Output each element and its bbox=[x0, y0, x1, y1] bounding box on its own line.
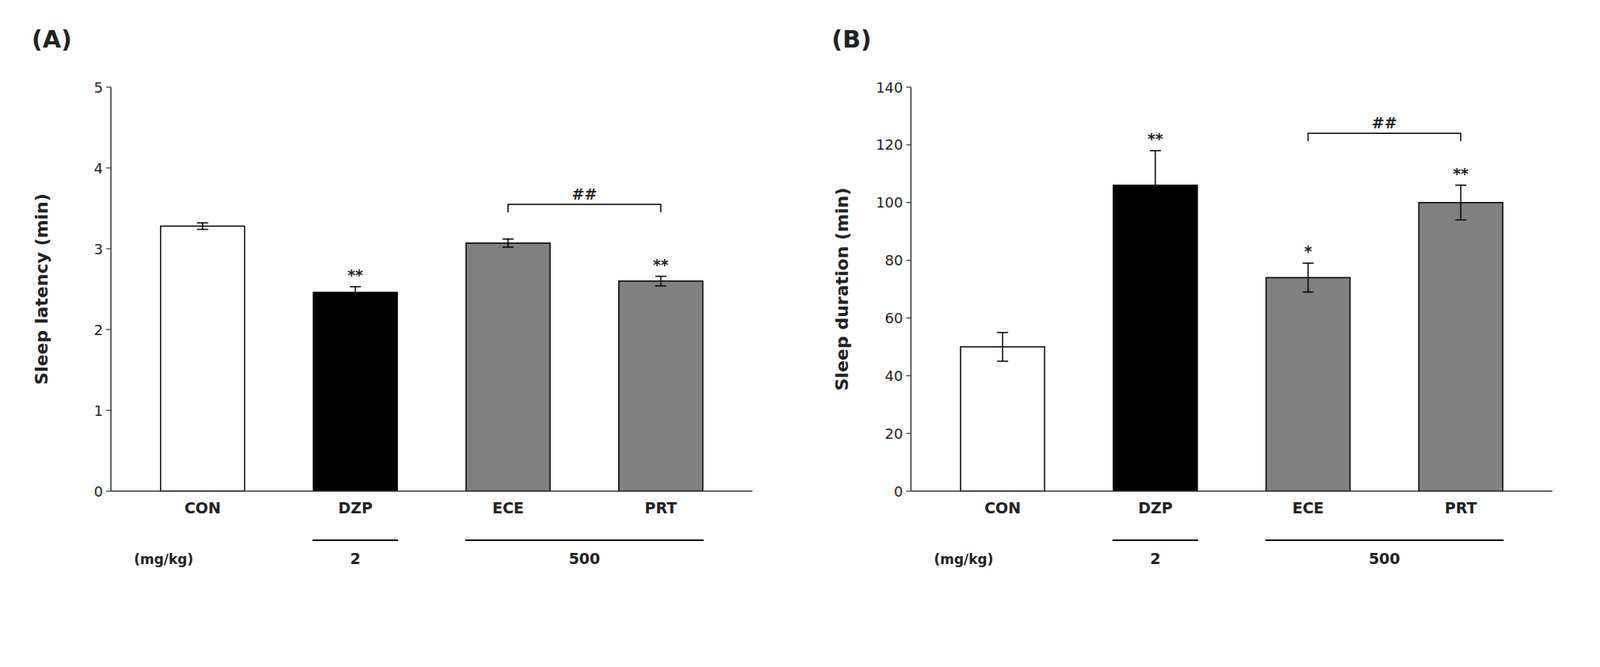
y-tick bbox=[906, 144, 912, 146]
plot-area bbox=[960, 150, 1503, 492]
unit-label: (mg/kg) bbox=[133, 551, 194, 568]
y-axis-line bbox=[910, 87, 913, 492]
dose-line bbox=[465, 539, 704, 542]
bar bbox=[960, 347, 1045, 492]
y-tick-label: 5 bbox=[94, 79, 104, 96]
chart-canvas: (A) Sleep latency (min) 0 1 2 3 4 5 CON DZP ECE PRT… bbox=[0, 0, 1600, 667]
error-bar bbox=[349, 286, 361, 298]
bar bbox=[465, 243, 550, 492]
x-tick-label: CON bbox=[984, 499, 1021, 517]
x-tick-label: ECE bbox=[1292, 499, 1325, 517]
bracket-label: ## bbox=[1371, 114, 1398, 132]
y-tick-label: 80 bbox=[885, 252, 904, 269]
y-tick-label: 2 bbox=[94, 321, 104, 339]
y-tick bbox=[106, 248, 111, 249]
panel: (B) Sleep duration (min) 0 20 40 60 80 100 120 14… bbox=[832, 25, 1554, 568]
y-tick bbox=[106, 490, 111, 492]
bar bbox=[1113, 185, 1198, 492]
x-tick-label: ECE bbox=[492, 499, 524, 517]
error-bar bbox=[1454, 185, 1467, 221]
y-axis-label: Sleep duration (min) bbox=[832, 187, 852, 391]
bar bbox=[618, 281, 703, 492]
y-tick bbox=[906, 317, 912, 319]
error-bar bbox=[1149, 150, 1161, 220]
bracket bbox=[507, 204, 661, 213]
bar bbox=[313, 292, 398, 492]
y-tick bbox=[906, 433, 912, 435]
y-tick-label: 20 bbox=[885, 425, 904, 443]
x-tick-label: PRT bbox=[645, 499, 678, 517]
y-tick-label: 3 bbox=[94, 240, 104, 258]
dose-label: 2 bbox=[350, 549, 361, 568]
y-tick-label: 120 bbox=[875, 136, 903, 153]
y-tick bbox=[906, 86, 912, 88]
y-tick bbox=[906, 202, 912, 203]
y-tick bbox=[906, 490, 912, 492]
error-bar bbox=[996, 332, 1009, 362]
unit-label: (mg/kg) bbox=[933, 551, 993, 568]
y-axis-line bbox=[110, 87, 112, 492]
x-tick-label: PRT bbox=[1444, 499, 1478, 517]
dose-label: 500 bbox=[568, 549, 601, 568]
y-tick-label: 140 bbox=[875, 79, 903, 96]
y-tick bbox=[906, 259, 912, 261]
y-tick-label: 40 bbox=[885, 367, 904, 385]
y-axis-label: Sleep latency (min) bbox=[31, 193, 52, 385]
significance-label: * bbox=[1304, 242, 1313, 260]
y-tick bbox=[106, 86, 111, 88]
y-tick-label: 100 bbox=[875, 194, 903, 211]
y-tick bbox=[106, 409, 111, 411]
y-tick-label: 1 bbox=[94, 402, 104, 420]
x-axis-line bbox=[911, 490, 1554, 493]
dose-label: 500 bbox=[1368, 549, 1401, 568]
y-tick bbox=[906, 375, 912, 377]
significance-label: ** bbox=[652, 255, 669, 274]
dose-line bbox=[312, 539, 398, 542]
y-tick bbox=[106, 167, 111, 169]
significance-label: ** bbox=[347, 266, 363, 284]
dose-line bbox=[1112, 539, 1199, 542]
x-tick-label: DZP bbox=[1137, 499, 1173, 517]
bracket-label: ## bbox=[572, 185, 598, 203]
bracket bbox=[1308, 133, 1462, 142]
error-bar bbox=[197, 222, 209, 230]
x-tick-label: DZP bbox=[338, 499, 374, 517]
y-tick-label: 0 bbox=[94, 483, 104, 501]
error-bar bbox=[502, 239, 514, 248]
x-axis-line bbox=[110, 490, 753, 493]
y-tick-label: 4 bbox=[94, 160, 104, 177]
y-tick-label: 0 bbox=[893, 483, 903, 501]
plot-area bbox=[160, 222, 703, 492]
dose-line bbox=[1265, 539, 1505, 542]
significance-label: ** bbox=[1147, 129, 1164, 148]
error-bar bbox=[655, 276, 667, 287]
panel-label: (A) bbox=[31, 25, 73, 54]
y-tick bbox=[106, 328, 111, 330]
y-tick-label: 60 bbox=[885, 309, 904, 327]
bar bbox=[1418, 202, 1503, 492]
x-tick-label: CON bbox=[184, 499, 222, 517]
panel-label: (B) bbox=[832, 25, 872, 54]
bar bbox=[1266, 277, 1351, 492]
bar bbox=[160, 225, 245, 492]
significance-label: ** bbox=[1452, 164, 1469, 183]
panel: (A) Sleep latency (min) 0 1 2 3 4 5 CON DZP ECE PRT… bbox=[31, 25, 753, 568]
dose-label: 2 bbox=[1149, 549, 1161, 568]
error-bar bbox=[1302, 263, 1314, 292]
